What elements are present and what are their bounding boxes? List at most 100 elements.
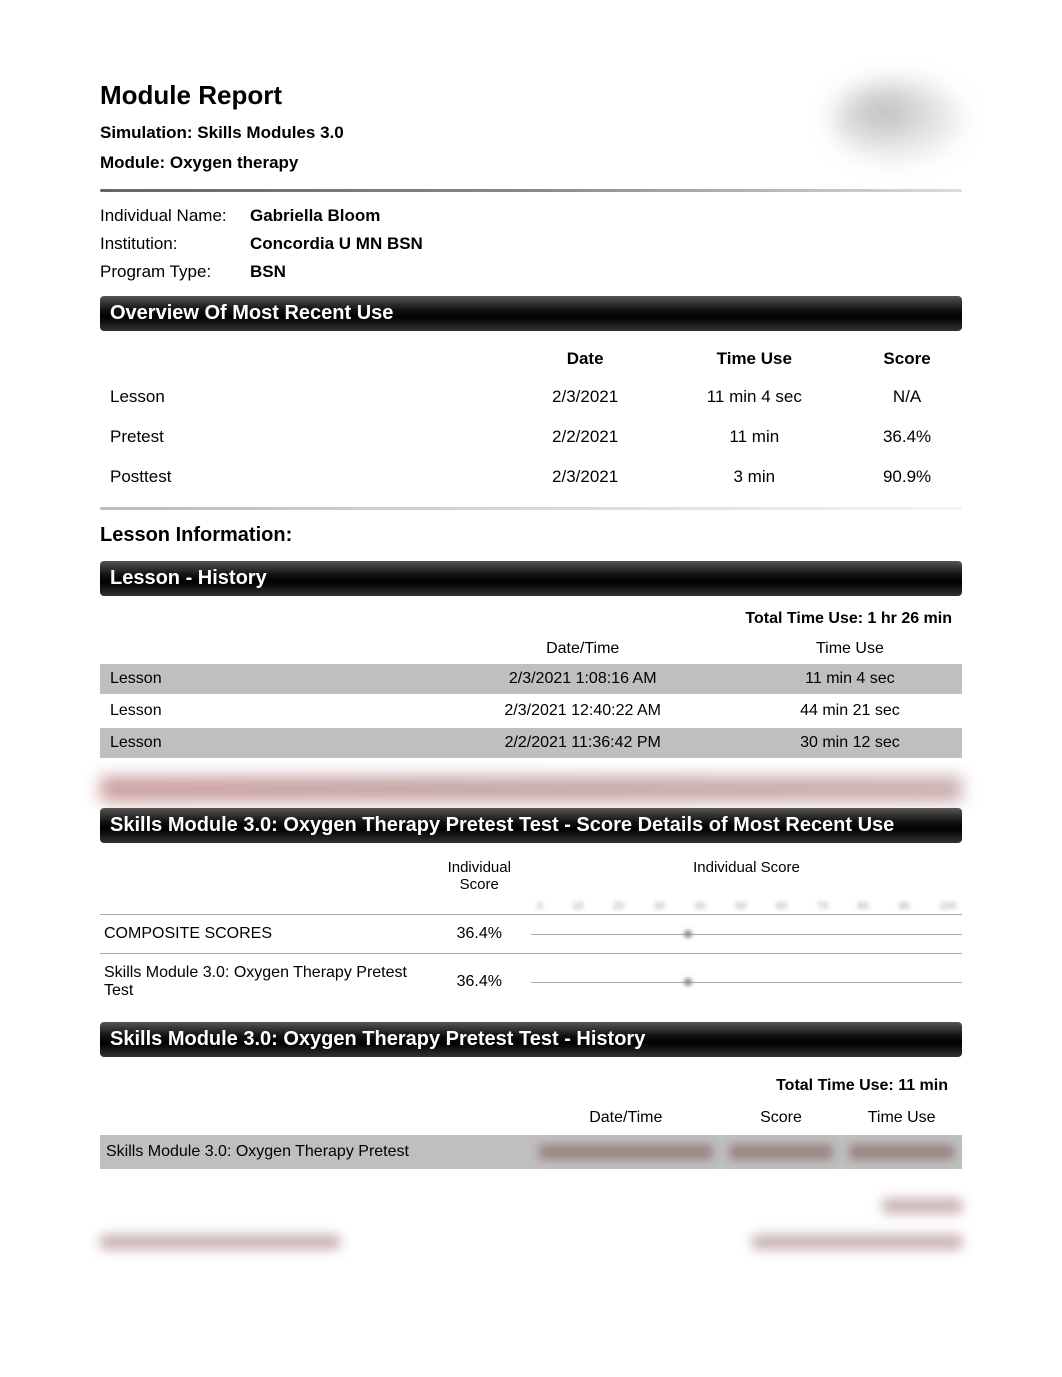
cell-date: 2/2/2021 xyxy=(514,417,657,457)
cell-name: Pretest xyxy=(100,417,514,457)
section-bar-pretest-score: Skills Module 3.0: Oxygen Therapy Pretes… xyxy=(100,808,962,843)
score-table-header: Individual Score Individual Score xyxy=(100,855,962,901)
history-row: Lesson 2/3/2021 1:08:16 AM 11 min 4 sec xyxy=(100,664,962,694)
meta-label: Individual Name: xyxy=(100,206,250,226)
score-axis: 0 10 20 30 40 50 60 70 80 90 100 xyxy=(100,901,962,912)
divider xyxy=(100,189,962,192)
table-row: Posttest 2/3/2021 3 min 90.9% xyxy=(100,457,962,497)
score-label: Skills Module 3.0: Oxygen Therapy Pretes… xyxy=(100,964,428,1000)
cell-time: 11 min xyxy=(657,417,853,457)
cell-score: N/A xyxy=(852,377,962,417)
footer-blur xyxy=(100,1235,962,1249)
cell-time: 11 min 4 sec xyxy=(657,377,853,417)
cell-time: 44 min 21 sec xyxy=(738,702,962,720)
baseline xyxy=(531,982,962,983)
tick: 80 xyxy=(858,901,869,912)
score-dot-icon xyxy=(684,978,692,986)
history-columns: Date/Time Time Use xyxy=(100,636,962,664)
col-blank xyxy=(100,640,428,658)
pretest-history-row: Skills Module 3.0: Oxygen Therapy Pretes… xyxy=(100,1135,962,1169)
table-row: Pretest 2/2/2021 11 min 36.4% xyxy=(100,417,962,457)
total-time-use: Total Time Use: 11 min xyxy=(100,1067,962,1105)
score-chart xyxy=(531,974,962,990)
divider xyxy=(100,953,962,954)
col-date: Date xyxy=(514,341,657,377)
score-dot-icon xyxy=(684,930,692,938)
cell-name: Lesson xyxy=(100,702,428,720)
score-row: COMPOSITE SCORES 36.4% xyxy=(100,917,962,951)
blurred-cell xyxy=(721,1145,842,1159)
divider xyxy=(100,914,962,915)
blurred-text xyxy=(752,1235,962,1249)
cell-time: 30 min 12 sec xyxy=(738,734,962,752)
meta-label: Institution: xyxy=(100,234,250,254)
meta-row-name: Individual Name: Gabriella Bloom xyxy=(100,206,962,226)
score-value: 36.4% xyxy=(428,973,531,991)
history-row: Lesson 2/2/2021 11:36:42 PM 30 min 12 se… xyxy=(100,728,962,758)
lesson-info-title: Lesson Information: xyxy=(100,524,962,547)
tick: 10 xyxy=(572,901,583,912)
tick: 20 xyxy=(613,901,624,912)
cell-score: 36.4% xyxy=(852,417,962,457)
col-score: Score xyxy=(852,341,962,377)
score-value: 36.4% xyxy=(428,925,531,943)
page-title: Module Report xyxy=(100,80,832,111)
score-row: Skills Module 3.0: Oxygen Therapy Pretes… xyxy=(100,956,962,1008)
section-bar-lesson-history: Lesson - History xyxy=(100,561,962,596)
blurred-text xyxy=(882,1199,962,1213)
meta-value: BSN xyxy=(250,262,286,282)
meta-row-program: Program Type: BSN xyxy=(100,262,962,282)
cell-datetime: 2/3/2021 1:08:16 AM xyxy=(428,670,738,688)
meta-value: Gabriella Bloom xyxy=(250,206,380,226)
cell-name: Lesson xyxy=(100,377,514,417)
col-time-use: Time Use xyxy=(738,640,962,658)
header-text: Module Report Simulation: Skills Modules… xyxy=(100,80,832,183)
cell-time: 3 min xyxy=(657,457,853,497)
blurred-cell xyxy=(841,1145,962,1159)
cell-name: Posttest xyxy=(100,457,514,497)
cell-score: 90.9% xyxy=(852,457,962,497)
col-blank xyxy=(100,859,428,893)
col-score: Score xyxy=(721,1109,842,1127)
col-blank xyxy=(100,341,514,377)
cell-name: Skills Module 3.0: Oxygen Therapy Pretes… xyxy=(100,1143,531,1161)
col-datetime: Date/Time xyxy=(531,1109,721,1127)
tick: 60 xyxy=(776,901,787,912)
overview-table: Date Time Use Score Lesson 2/3/2021 11 m… xyxy=(100,341,962,497)
baseline xyxy=(531,934,962,935)
cell-datetime: 2/2/2021 11:36:42 PM xyxy=(428,734,738,752)
module-line: Module: Oxygen therapy xyxy=(100,153,832,173)
tick: 40 xyxy=(695,901,706,912)
section-bar-overview: Overview Of Most Recent Use xyxy=(100,296,962,331)
tick: 100 xyxy=(939,901,956,912)
tick: 90 xyxy=(898,901,909,912)
meta-table: Individual Name: Gabriella Bloom Institu… xyxy=(100,206,962,282)
section-bar-pretest-history: Skills Module 3.0: Oxygen Therapy Pretes… xyxy=(100,1022,962,1057)
cell-date: 2/3/2021 xyxy=(514,457,657,497)
tick: 50 xyxy=(735,901,746,912)
tick: 30 xyxy=(654,901,665,912)
score-table: Individual Score Individual Score 0 10 2… xyxy=(100,855,962,1008)
tick: 70 xyxy=(817,901,828,912)
col-time-use: Time Use xyxy=(657,341,853,377)
header: Module Report Simulation: Skills Modules… xyxy=(100,80,962,183)
col-individual-score: Individual Score xyxy=(428,859,531,893)
divider xyxy=(100,507,962,510)
cell-time: 11 min 4 sec xyxy=(738,670,962,688)
cell-datetime: 2/3/2021 12:40:22 AM xyxy=(428,702,738,720)
col-individual-score-chart: Individual Score xyxy=(531,859,962,893)
col-time-use: Time Use xyxy=(841,1109,962,1127)
score-chart xyxy=(531,926,962,942)
meta-label: Program Type: xyxy=(100,262,250,282)
table-header-row: Date Time Use Score xyxy=(100,341,962,377)
col-datetime: Date/Time xyxy=(428,640,738,658)
tick: 0 xyxy=(537,901,543,912)
table-row: Lesson 2/3/2021 11 min 4 sec N/A xyxy=(100,377,962,417)
footer-blur xyxy=(100,1199,962,1229)
meta-value: Concordia U MN BSN xyxy=(250,234,423,254)
score-label: COMPOSITE SCORES xyxy=(100,925,428,943)
meta-row-institution: Institution: Concordia U MN BSN xyxy=(100,234,962,254)
cell-date: 2/3/2021 xyxy=(514,377,657,417)
cell-name: Lesson xyxy=(100,734,428,752)
history-row: Lesson 2/3/2021 12:40:22 AM 44 min 21 se… xyxy=(100,696,962,726)
